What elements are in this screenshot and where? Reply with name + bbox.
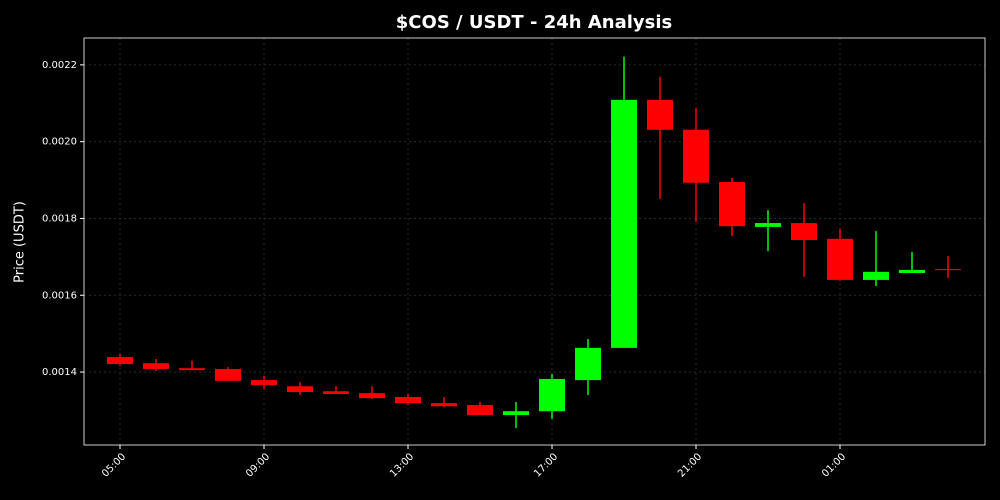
y-axis-label: Price (USDT) bbox=[13, 201, 28, 283]
candle-body bbox=[323, 391, 349, 394]
candle-body bbox=[755, 223, 781, 227]
candle-body bbox=[215, 368, 241, 381]
candle-body bbox=[395, 397, 421, 404]
chart-title: $COS / USDT - 24h Analysis bbox=[396, 12, 672, 33]
candle-body bbox=[647, 99, 673, 130]
candle-body bbox=[143, 363, 169, 369]
plot-frame bbox=[83, 37, 986, 446]
y-tick-label: 0.0020 bbox=[42, 137, 77, 148]
candle-body bbox=[539, 378, 565, 412]
candle-body bbox=[935, 269, 961, 271]
y-tick-label: 0.0014 bbox=[42, 367, 77, 378]
candle-body bbox=[575, 347, 601, 381]
candle-body bbox=[611, 99, 637, 348]
candle-body bbox=[827, 238, 853, 280]
candle-body bbox=[107, 357, 133, 364]
y-tick-label: 0.0022 bbox=[42, 60, 77, 71]
y-tick-label: 0.0018 bbox=[42, 213, 77, 224]
candle-body bbox=[251, 380, 277, 386]
candle-body bbox=[899, 269, 925, 273]
candle-body bbox=[431, 403, 457, 407]
candle-body bbox=[287, 386, 313, 393]
candle-body bbox=[467, 405, 493, 416]
candle-body bbox=[503, 411, 529, 416]
candle-body bbox=[719, 181, 745, 227]
candle-body bbox=[179, 368, 205, 371]
candle-body bbox=[863, 271, 889, 280]
candle-body bbox=[683, 129, 709, 183]
candle-body bbox=[359, 393, 385, 399]
candle-body bbox=[791, 223, 817, 240]
y-tick-label: 0.0016 bbox=[42, 290, 77, 301]
